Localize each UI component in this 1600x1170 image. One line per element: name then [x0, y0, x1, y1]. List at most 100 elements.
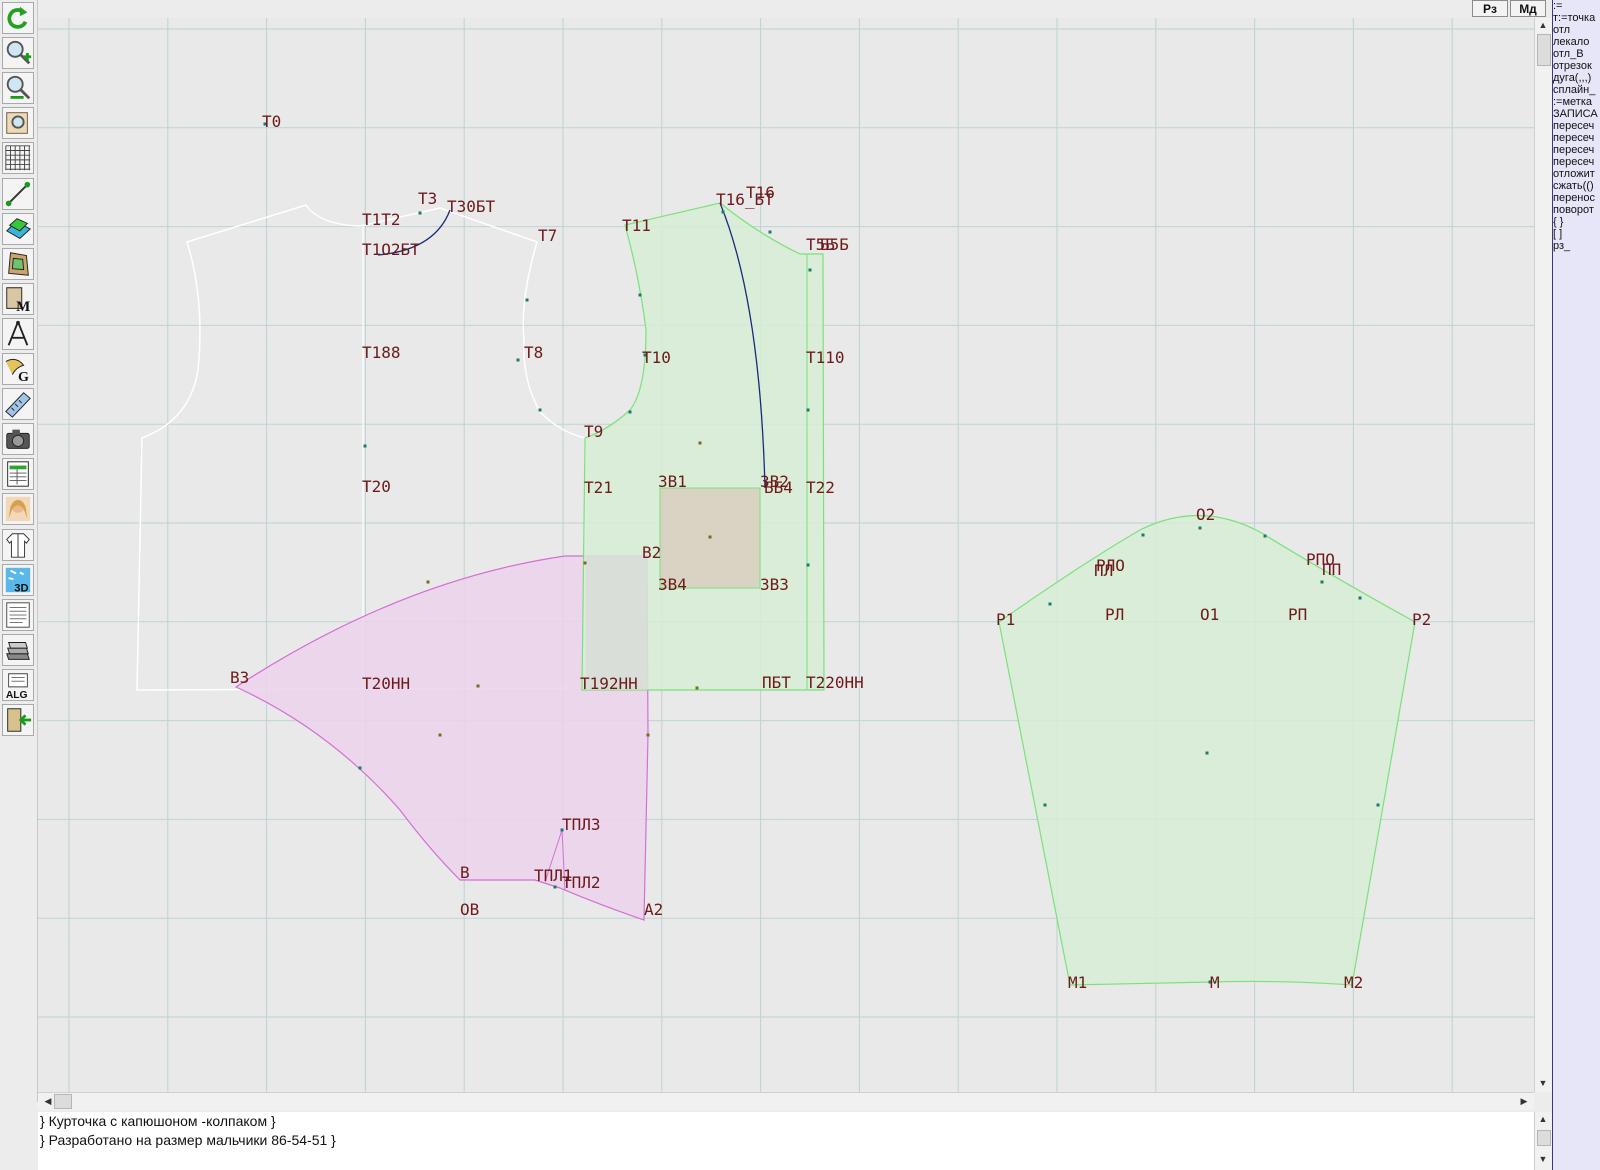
point-label-zv2[interactable]: ЗВ2 [760, 472, 789, 491]
command-item[interactable]: сплайн_ [1553, 84, 1596, 96]
vertical-scrollbar[interactable]: ▲ ▼ [1534, 18, 1552, 1092]
refresh-button[interactable] [2, 2, 34, 34]
point-label-t30bt[interactable]: Т30БТ [447, 197, 496, 216]
algorithm-button[interactable]: ALG [2, 668, 34, 701]
command-item[interactable]: т:=точка [1553, 12, 1596, 24]
construction-point[interactable] [628, 410, 632, 414]
command-item[interactable]: поворот [1553, 204, 1594, 216]
construction-point[interactable] [1263, 534, 1267, 538]
point-label-o2[interactable]: О2 [1196, 505, 1215, 524]
point-label-t220nn[interactable]: Т220НН [806, 673, 864, 692]
construction-point[interactable] [583, 561, 587, 565]
construction-point[interactable] [1320, 580, 1324, 584]
point-label-p1[interactable]: Р1 [996, 610, 1015, 629]
construction-point[interactable] [1205, 751, 1209, 755]
point-label-t21[interactable]: Т21 [584, 478, 613, 497]
3d-view-button[interactable]: 3D [2, 563, 34, 596]
construction-point[interactable] [695, 686, 699, 690]
command-item[interactable]: пересеч [1553, 144, 1595, 156]
command-item[interactable]: :=метка [1553, 96, 1593, 108]
point-label-p2[interactable]: Р2 [1412, 610, 1431, 629]
point-label-m1[interactable]: М1 [1068, 973, 1087, 992]
table-button[interactable] [2, 458, 34, 491]
construction-point[interactable] [1043, 803, 1047, 807]
point-label-t5b[interactable]: Т5Б [806, 235, 835, 254]
construction-point[interactable] [1358, 596, 1362, 600]
construction-point[interactable] [808, 268, 812, 272]
construction-point[interactable] [646, 733, 650, 737]
point-label-t192nn[interactable]: Т192НН [580, 674, 638, 693]
construction-point[interactable] [363, 444, 367, 448]
point-label-zv1[interactable]: ЗВ1 [658, 472, 687, 491]
point-label-t3[interactable]: Т3 [418, 189, 437, 208]
point-label-tpl1[interactable]: ТПЛ1 [534, 866, 573, 885]
point-label-t10[interactable]: Т10 [642, 348, 671, 367]
point-label-t1t2[interactable]: Т1Т2 [362, 210, 401, 229]
horizontal-scrollbar[interactable]: ◀ ▶ [38, 1092, 1534, 1110]
command-item[interactable]: перенос [1553, 192, 1596, 204]
point-label-rl[interactable]: РЛ [1105, 605, 1124, 624]
point-label-rp0[interactable]: РПО [1306, 550, 1335, 569]
construction-point[interactable] [538, 408, 542, 412]
point-label-pbt[interactable]: ПБТ [762, 673, 791, 692]
point-label-rpl0[interactable]: РЛО [1096, 556, 1125, 575]
back-piece-outline[interactable] [136, 204, 586, 691]
construction-point[interactable] [476, 684, 480, 688]
camera-button[interactable] [2, 423, 34, 456]
point-label-b[interactable]: В [460, 863, 470, 882]
point-label-t1o2bt[interactable]: Т1О2БТ [362, 240, 420, 259]
point-label-t20nn[interactable]: Т20НН [362, 674, 410, 693]
vertical-scroll-thumb[interactable] [1537, 34, 1551, 66]
construction-point[interactable] [806, 563, 810, 567]
construction-point[interactable] [1376, 803, 1380, 807]
scroll-up-icon[interactable]: ▲ [1538, 20, 1548, 30]
ruler-button[interactable] [2, 388, 34, 421]
command-item[interactable]: отл [1553, 24, 1571, 36]
point-label-pp[interactable]: ПП [1322, 560, 1341, 579]
pattern-piece-button[interactable] [2, 247, 34, 280]
construction-point[interactable] [426, 580, 430, 584]
command-item[interactable]: рз_ [1553, 240, 1571, 252]
top-button-rz[interactable]: Рз [1472, 0, 1508, 17]
command-item[interactable]: отложит [1553, 168, 1595, 180]
point-label-t7[interactable]: Т7 [538, 226, 557, 245]
construction-point[interactable] [721, 210, 725, 214]
hood-piece[interactable] [234, 555, 649, 921]
point-label-tpl3[interactable]: ТПЛ3 [562, 815, 601, 834]
measurements-button[interactable]: M [2, 282, 34, 315]
construction-point[interactable] [438, 733, 442, 737]
point-label-t110[interactable]: Т110 [806, 348, 845, 367]
command-item[interactable]: { } [1553, 216, 1564, 228]
construction-point[interactable] [643, 353, 647, 357]
compass-button[interactable] [2, 317, 34, 350]
construction-point[interactable] [1141, 533, 1145, 537]
drawing-canvas[interactable]: Т0 Т3 Т30БТ Т1Т2 Т1О2БТ Т7 Т11 Т16 Т16_БТ Т5Б Б5Б Т… [38, 18, 1534, 1092]
scroll-left-icon[interactable]: ◀ [44, 1096, 52, 1106]
command-item[interactable]: := [1553, 0, 1563, 12]
point-label-zv3[interactable]: ЗВ3 [760, 575, 789, 594]
point-label-m2[interactable]: М2 [1344, 973, 1363, 992]
construction-point[interactable] [1198, 526, 1202, 530]
command-item[interactable]: отл_В [1553, 48, 1584, 60]
point-label-ov[interactable]: ОВ [460, 900, 479, 919]
construction-point[interactable] [768, 230, 772, 234]
point-label-v2[interactable]: В2 [642, 543, 661, 562]
command-item[interactable]: [ ] [1553, 228, 1563, 240]
scroll-down-icon[interactable]: ▼ [1538, 1078, 1548, 1088]
document-button[interactable] [2, 598, 34, 631]
point-label-v3[interactable]: В3 [230, 668, 249, 687]
exit-button[interactable] [2, 704, 34, 736]
point-label-t16bt[interactable]: Т16_БТ [716, 190, 774, 209]
point-label-t16[interactable]: Т16 [746, 183, 775, 202]
command-item[interactable]: сжать(() [1553, 180, 1594, 192]
point-label-zv4[interactable]: ЗВ4 [658, 575, 687, 594]
point-label-t8[interactable]: Т8 [524, 343, 543, 362]
command-item[interactable]: отрезок [1553, 60, 1592, 72]
construction-point[interactable] [525, 298, 529, 302]
grid-button[interactable] [2, 142, 34, 175]
construction-point[interactable] [708, 535, 712, 539]
point-label-tpl2[interactable]: ТПЛ2 [562, 873, 601, 892]
point-label-t11[interactable]: Т11 [622, 216, 651, 235]
construction-point[interactable] [638, 293, 642, 297]
top-button-md[interactable]: Мд [1510, 0, 1546, 17]
